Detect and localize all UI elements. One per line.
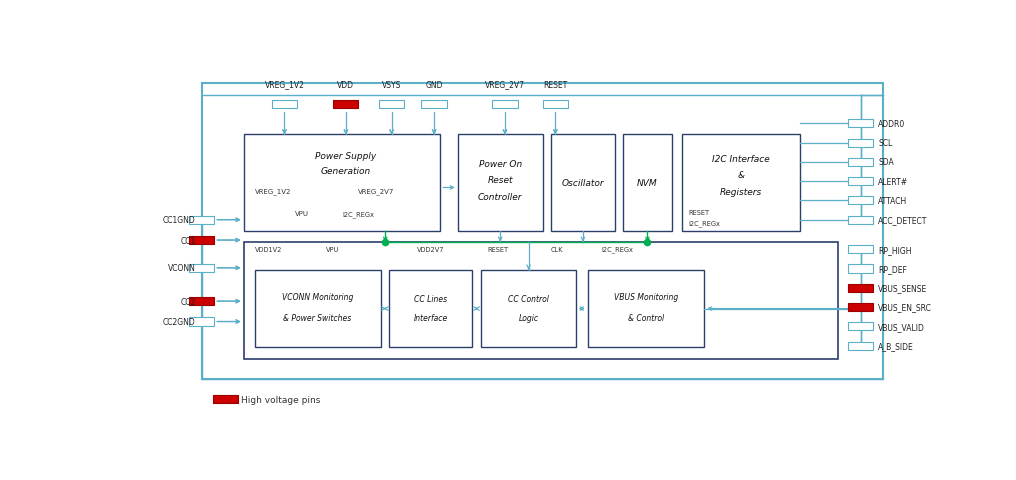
Text: VPU: VPU [326, 246, 339, 252]
Text: CLK: CLK [551, 246, 563, 252]
Text: I2C_REGx: I2C_REGx [601, 246, 634, 252]
Bar [543, 100, 568, 108]
Bar [272, 100, 297, 108]
Text: SDA: SDA [878, 158, 894, 167]
Bar [848, 303, 874, 312]
Text: GND: GND [426, 81, 443, 89]
Text: CC1: CC1 [180, 236, 195, 245]
Text: Power Supply: Power Supply [315, 152, 377, 161]
Bar [379, 100, 404, 108]
Text: Generation: Generation [321, 166, 371, 175]
Text: VREG_2V7: VREG_2V7 [485, 81, 525, 89]
Text: ALERT#: ALERT# [878, 177, 908, 186]
Text: NVM: NVM [637, 179, 657, 188]
Text: ATTACH: ATTACH [878, 196, 907, 205]
Text: VREG_1V2: VREG_1V2 [264, 81, 305, 89]
Bar [587, 270, 704, 348]
Text: & Control: & Control [628, 314, 664, 323]
Text: CC2GND: CC2GND [163, 317, 195, 326]
Bar [255, 270, 381, 348]
Bar [848, 342, 874, 350]
Text: VCONN: VCONN [168, 264, 195, 273]
Text: CC Control: CC Control [508, 294, 549, 303]
Bar [482, 270, 576, 348]
Text: VBUS_EN_SRC: VBUS_EN_SRC [878, 303, 932, 312]
Text: CC1GND: CC1GND [163, 216, 195, 225]
Text: Power On: Power On [479, 159, 522, 168]
Bar [551, 135, 615, 231]
Text: High voltage pins: High voltage pins [241, 395, 321, 404]
Bar [189, 318, 214, 326]
Text: VREG_1V2: VREG_1V2 [255, 188, 292, 194]
Text: Registers: Registers [720, 187, 762, 196]
Text: VBUS Monitoring: VBUS Monitoring [614, 293, 678, 302]
Bar [848, 178, 874, 186]
Text: VREG_2V7: VREG_2V7 [358, 188, 394, 194]
Bar [682, 135, 801, 231]
Text: RESET: RESET [488, 246, 509, 252]
Text: CC2: CC2 [180, 297, 195, 306]
Text: VDD2V7: VDD2V7 [417, 246, 444, 252]
Bar [848, 323, 874, 331]
Text: I2C_REGx: I2C_REGx [689, 220, 720, 227]
Bar [848, 158, 874, 167]
Bar [848, 139, 874, 147]
Text: RESET: RESET [689, 209, 709, 215]
Bar [848, 216, 874, 224]
Text: VDD1V2: VDD1V2 [255, 246, 282, 252]
Bar [848, 284, 874, 292]
Text: Logic: Logic [518, 314, 538, 323]
Text: VCONN Monitoring: VCONN Monitoring [281, 293, 354, 302]
Text: RP_HIGH: RP_HIGH [878, 245, 911, 254]
Text: A_B_SIDE: A_B_SIDE [878, 341, 914, 350]
Bar [848, 120, 874, 128]
Text: & Power Switches: & Power Switches [283, 314, 352, 323]
Text: VBUS_VALID: VBUS_VALID [878, 322, 925, 331]
Text: VPU: VPU [295, 211, 309, 217]
Bar [244, 242, 838, 359]
Bar [848, 197, 874, 205]
Bar [422, 100, 447, 108]
Bar [389, 270, 471, 348]
Bar [202, 84, 883, 379]
Bar [623, 135, 672, 231]
Bar [189, 237, 214, 245]
Text: I2C Interface: I2C Interface [712, 155, 770, 164]
Text: ADDR0: ADDR0 [878, 120, 905, 129]
Bar [189, 298, 214, 306]
Text: ACC_DETECT: ACC_DETECT [878, 216, 928, 225]
Bar [189, 216, 214, 224]
Text: RP_DEF: RP_DEF [878, 264, 907, 274]
Text: Reset: Reset [488, 176, 513, 185]
Bar [493, 100, 517, 108]
Text: &: & [738, 171, 745, 180]
Text: RESET: RESET [544, 81, 568, 89]
Bar [212, 396, 238, 404]
Text: VDD: VDD [337, 81, 355, 89]
Text: SCL: SCL [878, 139, 892, 148]
Text: VBUS_SENSE: VBUS_SENSE [878, 284, 928, 293]
Text: CC Lines: CC Lines [414, 294, 447, 303]
Bar [848, 265, 874, 273]
Bar [457, 135, 543, 231]
Text: VSYS: VSYS [382, 81, 401, 89]
Bar [189, 264, 214, 272]
Text: Interface: Interface [414, 314, 448, 323]
Bar [244, 135, 440, 231]
Text: Controller: Controller [478, 192, 522, 201]
Bar [848, 246, 874, 254]
Text: I2C_REGx: I2C_REGx [342, 211, 374, 217]
Text: Oscillator: Oscillator [562, 179, 605, 188]
Bar [333, 100, 359, 108]
